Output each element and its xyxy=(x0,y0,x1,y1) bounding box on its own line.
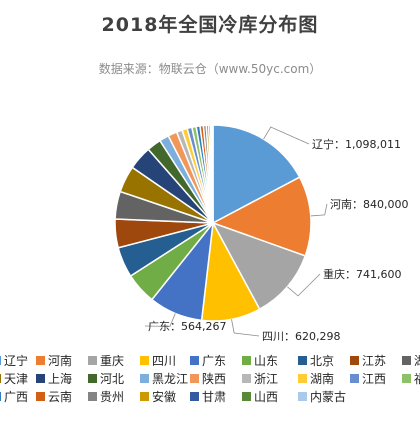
chart-title: 2018年全国冷库分布图 xyxy=(101,14,319,36)
legend-label-湖南: 湖南 xyxy=(310,371,334,386)
legend-label-黑龙江: 黑龙江 xyxy=(152,372,188,386)
legend-label-云南: 云南 xyxy=(48,389,72,404)
legend-swatch-广东 xyxy=(190,356,199,365)
legend-label-辽宁: 辽宁 xyxy=(4,353,28,368)
legend-swatch-上海 xyxy=(36,374,45,383)
legend-swatch-云南 xyxy=(36,392,45,401)
legend-swatch-北京 xyxy=(298,356,307,365)
leader-line-辽宁 xyxy=(263,126,310,145)
legend-label-江西: 江西 xyxy=(362,372,386,386)
leader-line-广东 xyxy=(144,313,176,327)
data-labels: 辽宁：1,098,011 河南：840,000 重庆：741,600 四川：620,2… xyxy=(144,126,409,343)
legend-label-四川: 四川 xyxy=(152,354,176,368)
data-label-广东: 广东：564,267 xyxy=(148,320,227,333)
legend-swatch-浙江 xyxy=(242,374,251,383)
legend-swatch-河南 xyxy=(36,356,45,365)
legend-label-内蒙古: 内蒙古 xyxy=(310,389,346,404)
chart-subtitle: 数据来源：物联云仓（www.50yc.com） xyxy=(98,62,322,76)
legend-label-贵州: 贵州 xyxy=(100,390,124,404)
legend-swatch-河北 xyxy=(88,374,97,383)
legend-swatch-湖 xyxy=(402,356,411,365)
legend-label-天津: 天津 xyxy=(4,372,28,386)
legend-label-重庆: 重庆 xyxy=(100,354,124,368)
legend-label-广东: 广东 xyxy=(202,354,226,368)
legend-swatch-四川 xyxy=(140,356,149,365)
legend-swatch-陕西 xyxy=(190,374,199,383)
pie-slice-内蒙古 xyxy=(211,124,214,224)
legend-swatch-湖南 xyxy=(298,374,307,383)
legend-swatch-贵州 xyxy=(88,392,97,401)
data-label-辽宁: 辽宁：1,098,011 xyxy=(312,137,401,151)
legend-label-甘肃: 甘肃 xyxy=(202,390,226,404)
legend-label-山西: 山西 xyxy=(254,390,278,404)
legend-label-河北: 河北 xyxy=(100,372,124,386)
legend-label-山东: 山东 xyxy=(254,354,278,368)
data-label-河南: 河南：840,000 xyxy=(330,198,409,211)
pie-slice-辽宁 xyxy=(212,124,301,225)
legend-label-上海: 上海 xyxy=(48,371,72,386)
legend-swatch-山西 xyxy=(242,392,251,401)
legend-label-北京: 北京 xyxy=(310,354,334,368)
legend-swatch-山东 xyxy=(242,356,251,365)
pie-slice-重庆 xyxy=(211,221,307,311)
legend-swatch-江西 xyxy=(350,374,359,383)
legend-label-安徽: 安徽 xyxy=(152,389,176,404)
leader-line-重庆 xyxy=(287,273,321,297)
legend-label-福: 福 xyxy=(414,371,420,386)
pie-slices xyxy=(114,124,312,322)
legend-swatch-安徽 xyxy=(140,392,149,401)
legend-swatch-天津 xyxy=(0,374,1,383)
legend-swatch-黑龙江 xyxy=(140,374,149,383)
legend-swatch-广西 xyxy=(0,392,1,401)
leader-line-河南 xyxy=(310,203,328,217)
legend-swatch-重庆 xyxy=(88,356,97,365)
legend-label-浙江: 浙江 xyxy=(254,372,278,386)
legend-swatch-甘肃 xyxy=(190,392,199,401)
data-label-重庆: 重庆：741,600 xyxy=(323,267,402,281)
legend-swatch-江苏 xyxy=(350,356,359,365)
data-label-四川: 四川：620,298 xyxy=(262,330,341,343)
legend-label-陕西: 陕西 xyxy=(202,371,226,386)
legend-label-广西: 广西 xyxy=(4,390,28,404)
legend-label-河南: 河南 xyxy=(48,353,72,368)
legend-swatch-内蒙古 xyxy=(298,392,307,401)
legend-swatch-福 xyxy=(402,374,411,383)
legend-label-湖: 湖 xyxy=(414,353,420,368)
legend-swatch-辽宁 xyxy=(0,356,1,365)
legend-label-江苏: 江苏 xyxy=(362,354,386,368)
leader-line-四川 xyxy=(231,319,260,337)
